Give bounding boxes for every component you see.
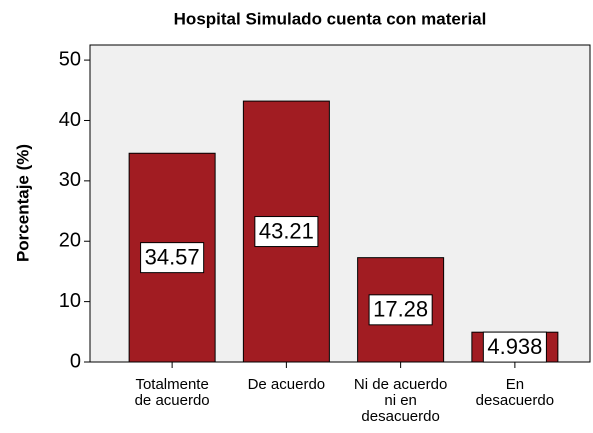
x-tick-label: Ni de acuerdo ni en desacuerdo [353, 376, 448, 425]
y-tick-label: 20 [59, 230, 81, 252]
y-tick-label: 50 [59, 48, 81, 70]
value-label: 17.28 [373, 297, 428, 322]
y-tick-label: 40 [59, 109, 81, 131]
y-tick-label: 10 [59, 290, 81, 312]
value-label: 43.21 [259, 218, 314, 243]
y-tick-label: 0 [70, 350, 81, 372]
y-tick-label: 30 [59, 169, 81, 191]
value-label-box [140, 242, 205, 274]
value-label: 34.57 [145, 244, 200, 269]
value-label: 4.938 [487, 334, 542, 359]
value-label-box [482, 331, 547, 363]
value-label-box [368, 294, 433, 326]
x-tick-label: De acuerdo [247, 376, 326, 393]
y-axis-label: Porcentaje (%) [13, 144, 32, 262]
value-label-box [254, 216, 319, 248]
x-tick-label: En desacuerdo [475, 376, 555, 409]
chart-title: Hospital Simulado cuenta con material [174, 9, 487, 28]
x-tick-label: Totalmente de acuerdo [134, 376, 210, 409]
